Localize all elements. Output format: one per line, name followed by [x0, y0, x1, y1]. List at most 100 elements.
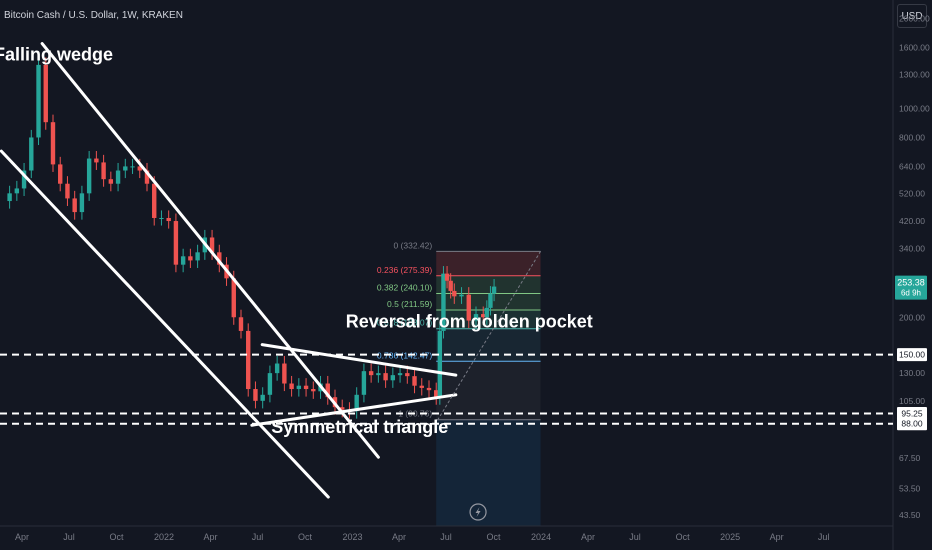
time-tick-label: Apr	[15, 532, 29, 542]
candle-body	[115, 170, 121, 184]
annotation-label: Symmetrical triangle	[271, 417, 448, 437]
candle-body	[473, 314, 479, 321]
time-tick-label: Apr	[392, 532, 406, 542]
candle-body	[29, 137, 34, 171]
candle-body	[452, 290, 457, 297]
fib-level-label: 0.5 (211.59)	[387, 299, 432, 309]
candle-body	[444, 273, 450, 281]
level-price-label: 150.00	[899, 350, 925, 360]
level-price-tag	[897, 417, 927, 431]
price-tick-label: 43.50	[899, 510, 921, 520]
trendline-triangle-upper	[260, 343, 458, 377]
trendline-wedge-lower	[0, 149, 330, 499]
current-price-tag	[895, 275, 927, 300]
candle-body	[188, 256, 193, 261]
candle-body	[488, 293, 493, 308]
candle-body	[267, 373, 273, 395]
price-tick-label: 2000.00	[899, 14, 930, 24]
time-tick-label: 2023	[343, 532, 363, 542]
candle-body	[123, 166, 128, 171]
candle-body	[484, 307, 490, 318]
candle-body	[166, 217, 171, 222]
candle-body	[383, 373, 388, 381]
time-tick-label: Apr	[581, 532, 595, 542]
price-tick-label: 520.00	[899, 188, 925, 198]
candle-body	[7, 193, 12, 202]
countdown-label: 6d 9h	[901, 289, 921, 298]
price-tick-label: 1000.00	[899, 104, 930, 114]
candle-body	[180, 256, 186, 265]
candle-body	[144, 170, 150, 184]
price-tick-label: 1600.00	[899, 43, 930, 53]
candle-body	[253, 389, 258, 401]
candle-body	[173, 221, 179, 265]
overlay: Falling wedge Reversal from golden pocket…	[0, 42, 893, 521]
fib-zone	[436, 275, 541, 294]
candle-body	[296, 385, 302, 390]
candle-body	[426, 387, 432, 391]
candle-body	[466, 294, 471, 321]
fib-zone	[436, 251, 541, 276]
price-tick-label: 53.50	[899, 483, 921, 493]
time-tick-label: Oct	[487, 532, 502, 542]
fib-level-label: 1 (90.76)	[398, 409, 432, 419]
candle-body	[303, 385, 309, 390]
candle-body	[14, 188, 20, 194]
time-tick-label: Apr	[770, 532, 784, 542]
candle-body	[101, 162, 106, 180]
plot-area: 0 (332.42) 0.236 (275.39) 0.382 (240.10) 0.…	[7, 57, 541, 526]
price-tick-label: 130.00	[899, 368, 925, 378]
fib-level-label: 0.236 (275.39)	[377, 265, 432, 275]
fib-level-label: 0.618 (183.07)	[377, 318, 432, 328]
candle-body	[43, 64, 48, 123]
price-tick-label: 200.00	[899, 312, 925, 322]
candle-body	[130, 166, 135, 168]
level-price-label: 95.25	[901, 408, 923, 418]
candle-body	[86, 158, 92, 194]
price-tick-label: 420.00	[899, 216, 925, 226]
candle-body	[412, 376, 417, 386]
candle-body	[282, 363, 287, 384]
lightning-icon	[469, 503, 487, 521]
candle-body	[390, 375, 396, 381]
time-tick-label: 2024	[531, 532, 551, 542]
fib-level-label: 0 (332.42)	[393, 240, 432, 250]
currency-button[interactable]: USD	[897, 4, 927, 28]
candle-body	[311, 389, 316, 392]
candle-body	[159, 217, 164, 219]
candle-body	[217, 252, 222, 265]
price-tick-label: 640.00	[899, 161, 925, 171]
candle-body	[152, 183, 157, 218]
level-price-label: 88.00	[901, 419, 923, 429]
trendline-wedge-upper	[40, 42, 380, 459]
fib-level-label: 0.382 (240.10)	[377, 283, 432, 293]
candle-body	[108, 179, 114, 184]
fib-level-label: 0.786 (142.47)	[377, 350, 432, 360]
candle-body	[397, 373, 403, 376]
candle-body	[354, 394, 359, 412]
candle-body	[437, 330, 443, 398]
candle-body	[50, 122, 56, 165]
fib-zone	[436, 309, 541, 329]
candle-body	[368, 371, 374, 376]
candle-body	[94, 158, 99, 163]
price-axis: 2000.00 1600.00 1300.00 1000.00 800.00 640.00…	[892, 0, 930, 550]
candle-body	[209, 237, 215, 253]
price-tick-label: 1300.00	[899, 69, 930, 79]
time-tick-label: Jul	[63, 532, 75, 542]
annotation-label: Reversal from golden pocket	[346, 311, 593, 331]
candle-body	[441, 273, 446, 331]
candle-body	[72, 198, 77, 213]
trendline-triangle-lower	[250, 393, 458, 427]
candle-body	[274, 363, 280, 374]
candle-body	[491, 286, 497, 294]
candle-body	[448, 280, 453, 291]
candle-body	[459, 294, 464, 297]
candle-body	[137, 166, 142, 171]
time-tick-label: Jul	[629, 532, 641, 542]
level-price-tag	[897, 348, 927, 362]
time-tick-label: Oct	[676, 532, 691, 542]
time-tick-label: Jul	[818, 532, 830, 542]
candle-body	[36, 64, 41, 138]
